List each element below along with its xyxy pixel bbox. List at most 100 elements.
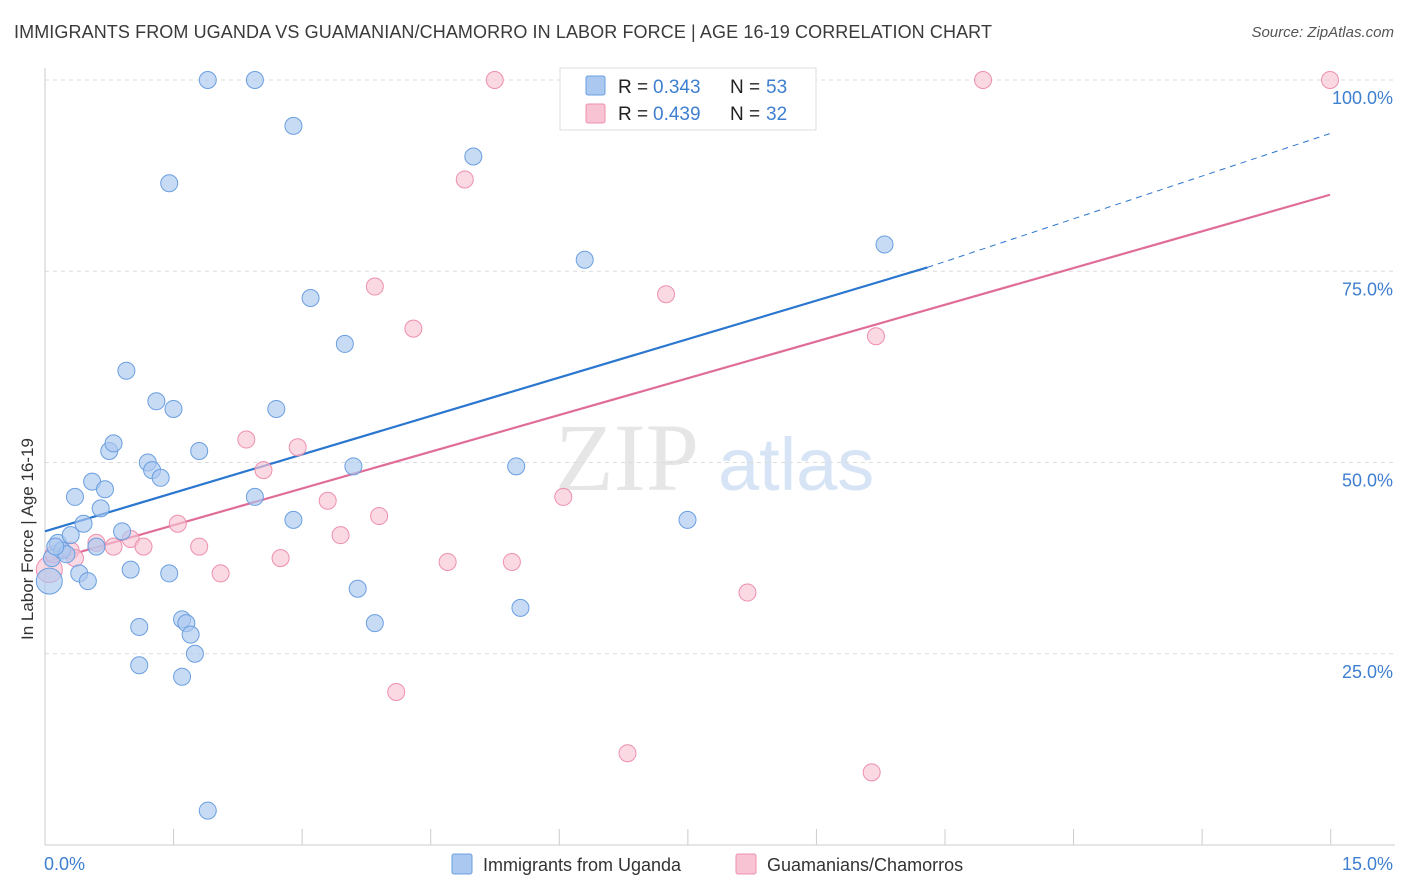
- point-guam: [974, 71, 993, 89]
- tick-labels: 25.0% 50.0% 75.0% 100.0% 0.0% 15.0%: [44, 88, 1393, 874]
- point-guam: [288, 438, 307, 457]
- legend-swatch-guam-bottom: [735, 853, 757, 875]
- legend-r-value-guam: 0.439: [653, 104, 701, 125]
- point-guam: [237, 430, 256, 449]
- point-guam: [502, 552, 521, 571]
- legend-swatch-guam: [585, 103, 606, 124]
- point-uganda: [245, 71, 264, 89]
- point-uganda: [65, 487, 84, 506]
- point-uganda: [113, 522, 132, 541]
- y-tick-label: 75.0%: [1342, 279, 1393, 299]
- point-uganda: [78, 572, 97, 591]
- point-uganda: [507, 457, 526, 476]
- correlation-legend: R = 0.343 N = 53 R = 0.439 N = 32: [559, 67, 817, 131]
- watermark-atlas: atlas: [718, 423, 874, 506]
- point-guam: [387, 683, 406, 701]
- point-uganda: [245, 487, 264, 506]
- point-uganda: [198, 71, 217, 89]
- legend-swatch-uganda-bottom: [451, 853, 473, 875]
- point-guam: [318, 491, 337, 510]
- trend-line-uganda: [44, 266, 928, 533]
- point-uganda: [160, 174, 179, 193]
- legend-label-uganda: Immigrants from Uganda: [483, 855, 682, 875]
- legend-n-value-guam: 32: [766, 104, 787, 125]
- point-guam: [657, 285, 676, 304]
- point-uganda: [35, 567, 63, 595]
- point-guam: [485, 71, 504, 89]
- point-uganda: [344, 457, 363, 476]
- point-uganda: [875, 235, 894, 254]
- point-uganda: [575, 250, 594, 269]
- y-tick-label: 100.0%: [1332, 88, 1393, 108]
- point-uganda: [181, 625, 200, 644]
- point-uganda: [121, 560, 140, 579]
- point-guam: [134, 537, 153, 556]
- point-uganda: [284, 510, 303, 529]
- point-uganda: [185, 644, 204, 663]
- point-uganda: [147, 392, 166, 411]
- legend-swatch-uganda: [585, 75, 606, 96]
- gridlines: [45, 79, 1395, 655]
- point-guam: [862, 763, 881, 782]
- point-uganda: [348, 579, 367, 598]
- watermark-zip: ZIP: [555, 404, 699, 511]
- legend-r-label-guam: R =: [618, 104, 648, 125]
- point-uganda: [74, 514, 93, 533]
- x-tick-label: 15.0%: [1342, 854, 1393, 874]
- trend-line-uganda-extension: [927, 133, 1331, 268]
- point-guam: [211, 564, 230, 583]
- legend-label-guam: Guamanians/Chamorros: [767, 855, 963, 875]
- point-uganda: [284, 116, 303, 135]
- point-uganda: [301, 289, 320, 308]
- point-uganda: [190, 442, 209, 461]
- point-uganda: [198, 801, 217, 820]
- point-guam: [438, 552, 457, 571]
- axes: [44, 68, 1395, 846]
- point-guam: [618, 744, 637, 763]
- point-uganda: [104, 434, 123, 453]
- legend-n-label-uganda: N =: [730, 77, 760, 98]
- point-guam: [104, 537, 123, 556]
- y-axis-label: In Labor Force | Age 16-19: [18, 438, 37, 640]
- point-uganda: [117, 361, 136, 380]
- point-uganda: [678, 510, 697, 529]
- y-tick-label: 50.0%: [1342, 471, 1393, 491]
- y-tick-label: 25.0%: [1342, 662, 1393, 682]
- legend-r-value-uganda: 0.343: [653, 77, 701, 98]
- source-credit: Source: ZipAtlas.com: [1251, 24, 1394, 41]
- point-guam: [554, 487, 573, 506]
- point-guam: [738, 583, 757, 602]
- point-guam: [365, 277, 384, 296]
- point-guam: [1321, 71, 1339, 89]
- point-uganda: [511, 598, 530, 617]
- point-uganda: [173, 667, 192, 686]
- point-uganda: [91, 499, 110, 518]
- data-points: [35, 71, 1339, 820]
- point-uganda: [46, 537, 65, 556]
- point-uganda: [151, 468, 170, 487]
- chart-title: IMMIGRANTS FROM UGANDA VS GUAMANIAN/CHAM…: [14, 22, 993, 42]
- point-guam: [455, 170, 474, 189]
- point-uganda: [160, 564, 179, 583]
- point-guam: [866, 327, 885, 346]
- point-uganda: [464, 147, 483, 166]
- point-uganda: [130, 617, 149, 636]
- point-uganda: [335, 334, 354, 353]
- x-tick-label: 0.0%: [44, 854, 85, 874]
- legend-n-label-guam: N =: [730, 104, 760, 125]
- point-uganda: [365, 614, 384, 633]
- point-guam: [190, 537, 209, 556]
- legend-r-label-uganda: R =: [618, 77, 648, 98]
- point-guam: [254, 461, 273, 480]
- point-guam: [331, 526, 350, 545]
- point-uganda: [267, 399, 286, 418]
- point-guam: [370, 507, 389, 526]
- point-uganda: [164, 399, 183, 418]
- legend-n-value-uganda: 53: [766, 77, 787, 98]
- point-uganda: [87, 537, 106, 556]
- point-uganda: [130, 656, 149, 675]
- point-guam: [271, 549, 290, 568]
- point-guam: [404, 319, 423, 338]
- point-guam: [168, 514, 187, 533]
